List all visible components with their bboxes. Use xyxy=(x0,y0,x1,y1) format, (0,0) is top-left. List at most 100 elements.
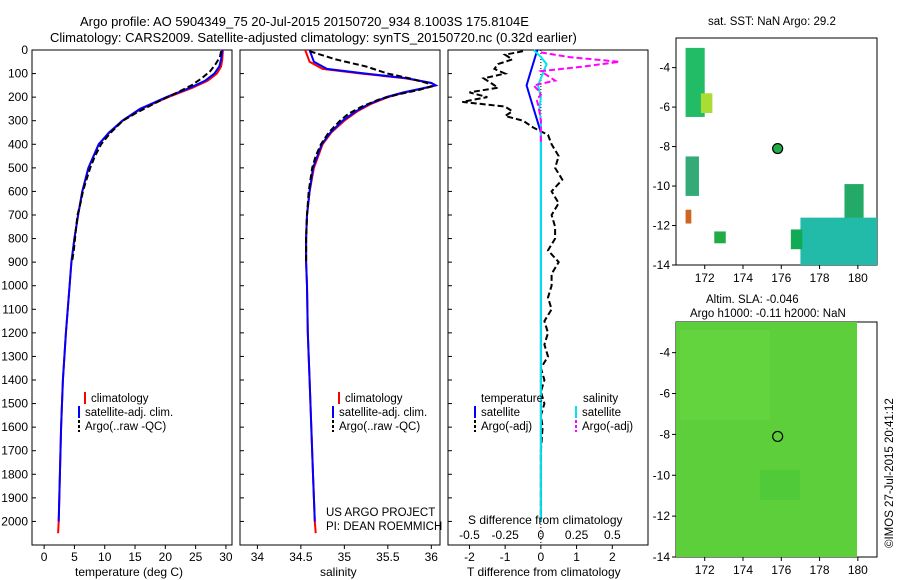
depth-tick-label: 1400 xyxy=(1,373,28,387)
sst-map: 172 174 176 178 180 -4 -6 -8 -10 -12 -14 xyxy=(653,47,877,285)
map-x-tick-label: 180 xyxy=(848,271,868,285)
depth-tick-label: 1500 xyxy=(1,397,28,411)
difference-legend: temperature salinity satellite Argo(-adj… xyxy=(474,393,633,433)
map-y-tick-label: -8 xyxy=(659,427,670,441)
series-climatology-line xyxy=(304,49,439,534)
depth-tick-label: 200 xyxy=(8,90,28,104)
legend-label-t-argo: Argo(-adj) xyxy=(481,421,532,433)
series-t-satellite-line xyxy=(525,49,542,522)
series-argo-line xyxy=(305,50,434,263)
difference-panel-frame xyxy=(447,49,649,546)
credits-line1: US ARGO PROJECT xyxy=(326,507,435,519)
depth-tick-label: 1000 xyxy=(1,279,28,293)
map-y-tick-label: -14 xyxy=(653,550,671,564)
depth-tick-label: 600 xyxy=(8,184,28,198)
series-s-satellite-line xyxy=(532,49,548,522)
sla-map: 172 174 176 178 180 -4 -6 -8 -10 -12 -14 xyxy=(653,322,868,577)
legend-label-s-satellite: satellite xyxy=(582,407,621,419)
footer-stamp: ©IMOS 27-Jul-2015 20:41:12 xyxy=(884,398,896,548)
sst-cell xyxy=(714,231,726,244)
x-tick-label: 2 xyxy=(609,550,616,564)
map-x-tick-label: 176 xyxy=(771,271,791,285)
x-tick-label: 0 xyxy=(538,550,545,564)
sla-map-title2: Argo h1000: -0.11 h2000: NaN xyxy=(690,308,846,320)
map-y-tick-label: -8 xyxy=(659,140,670,154)
depth-tick-label: 300 xyxy=(8,114,28,128)
x-tick-label: 36 xyxy=(425,550,439,564)
depth-tick-label: 1800 xyxy=(1,467,28,481)
depth-tick-label: 700 xyxy=(8,208,28,222)
legend-label-argo: Argo(..raw -QC) xyxy=(339,421,420,433)
difference-xlabel-t: T difference from climatology xyxy=(467,565,621,579)
x-tick-label: -2 xyxy=(464,550,475,564)
header-line2: Climatology: CARS2009. Satellite-adjuste… xyxy=(50,30,577,45)
sst-cell xyxy=(685,47,705,117)
float-marker xyxy=(772,142,784,155)
map-y-tick-label: -14 xyxy=(653,258,671,272)
legend-label-argo: Argo(..raw -QC) xyxy=(85,421,166,433)
depth-tick-label: 1600 xyxy=(1,420,28,434)
map-x-tick-label: 172 xyxy=(695,563,715,577)
salinity-plot: 34 34.5 35 35.5 36 xyxy=(251,49,439,564)
depth-tick-label: 2000 xyxy=(1,514,28,528)
x-tick-label: 25 xyxy=(189,550,203,564)
credits-line2: PI: DEAN ROEMMICH xyxy=(326,521,442,533)
x-tick-label-s: 0.25 xyxy=(565,528,589,542)
series-climatology-line xyxy=(57,49,224,534)
sst-cell xyxy=(800,217,877,265)
x-tick-label: 1 xyxy=(573,550,580,564)
float-marker xyxy=(772,430,784,443)
map-y-tick-label: -6 xyxy=(659,387,670,401)
depth-tick-label: 1200 xyxy=(1,326,28,340)
x-tick-label-s: 0 xyxy=(538,528,545,542)
sla-field-patch xyxy=(680,330,770,420)
series-argo-line xyxy=(71,51,223,263)
temperature-panel-frame xyxy=(31,49,233,546)
x-tick-label: -1 xyxy=(500,550,511,564)
map-x-tick-label: 174 xyxy=(733,563,753,577)
map-y-tick-label: -12 xyxy=(653,219,671,233)
sla-field-patch xyxy=(760,470,800,500)
legend-label-satellite: satellite-adj. clim. xyxy=(85,407,173,419)
depth-tick-label: 900 xyxy=(8,255,28,269)
difference-plot: -2 -1 0 1 2 -0.5 -0.25 0 0.25 0.5 xyxy=(459,49,621,564)
legend-header-temperature: temperature xyxy=(481,393,543,405)
x-tick-label: 30 xyxy=(219,550,233,564)
map-y-tick-label: -4 xyxy=(659,61,670,75)
map-x-tick-label: 180 xyxy=(848,563,868,577)
sst-cell xyxy=(685,209,692,224)
sla-map-title1: Altim. SLA: -0.046 xyxy=(706,294,799,306)
x-tick-label-s: -0.5 xyxy=(459,528,480,542)
sst-cell xyxy=(700,93,713,114)
temperature-xlabel: temperature (deg C) xyxy=(75,565,183,579)
salinity-panel-frame xyxy=(239,49,441,546)
map-x-tick-label: 178 xyxy=(810,563,830,577)
legend-header-salinity: salinity xyxy=(583,393,618,405)
depth-tick-label: 800 xyxy=(8,232,28,246)
depth-tick-label: 0 xyxy=(21,43,28,57)
salinity-legend: climatology satellite-adj. clim. Argo(..… xyxy=(332,392,427,433)
difference-xlabel-s: S difference from climatology xyxy=(468,513,623,527)
x-tick-label-s: 0.5 xyxy=(604,528,621,542)
x-tick-label: 20 xyxy=(159,550,173,564)
x-tick-label: 5 xyxy=(71,550,78,564)
x-tick-label: 34.5 xyxy=(289,550,313,564)
map-y-tick-label: -10 xyxy=(653,179,671,193)
series-t-argo-line xyxy=(462,50,564,522)
legend-label-climatology: climatology xyxy=(345,393,403,405)
legend-label-satellite: satellite-adj. clim. xyxy=(339,407,427,419)
header-line1: Argo profile: AO 5904349_75 20-Jul-2015 … xyxy=(80,14,529,29)
legend-label-t-satellite: satellite xyxy=(481,407,520,419)
map-x-tick-label: 176 xyxy=(771,563,791,577)
map-x-tick-label: 178 xyxy=(810,271,830,285)
series-satellite-line xyxy=(57,49,224,522)
x-tick-label: 35.5 xyxy=(376,550,400,564)
legend-label-s-argo: Argo(-adj) xyxy=(582,421,633,433)
sst-cell xyxy=(790,229,803,250)
x-tick-label: 35 xyxy=(338,550,352,564)
map-y-tick-label: -6 xyxy=(659,100,670,114)
map-y-tick-label: -4 xyxy=(659,346,670,360)
legend-label-climatology: climatology xyxy=(91,393,149,405)
depth-tick-label: 500 xyxy=(8,161,28,175)
